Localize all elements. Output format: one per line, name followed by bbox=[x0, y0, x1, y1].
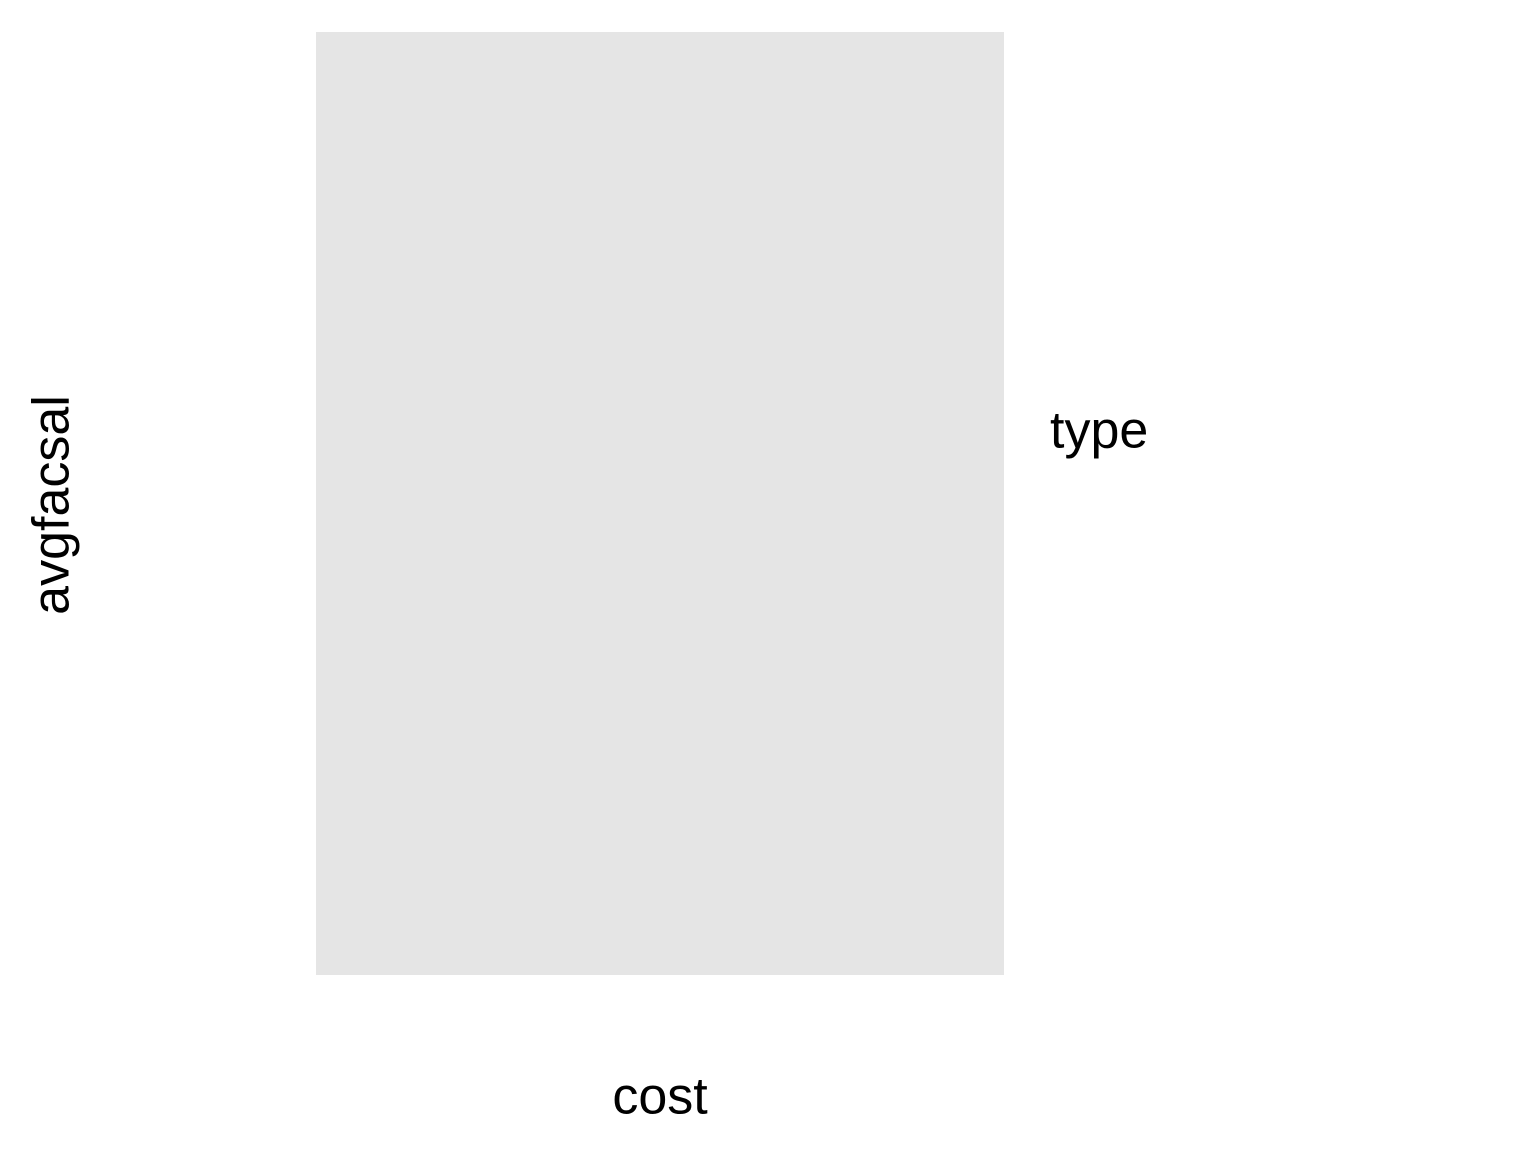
panel bbox=[316, 32, 1004, 975]
y-axis-title: avgfacsal bbox=[23, 395, 81, 615]
legend-title: type bbox=[1050, 402, 1148, 460]
x-axis-title: cost bbox=[612, 1068, 708, 1126]
